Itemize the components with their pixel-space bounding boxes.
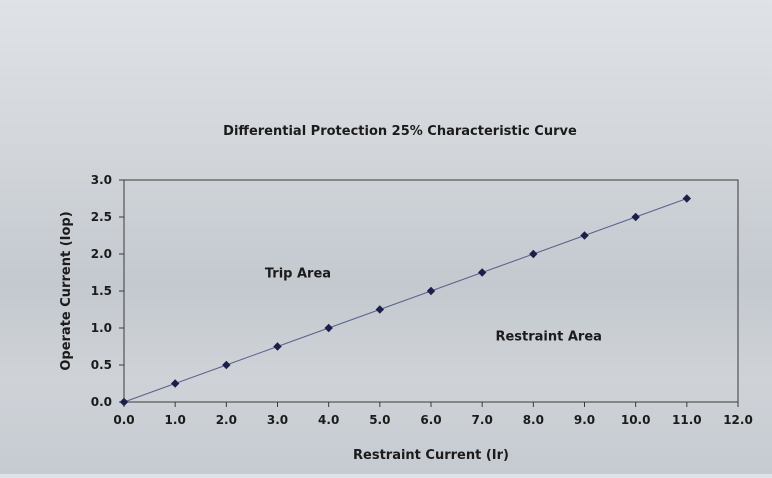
y-tick-label: 3.0 (91, 173, 112, 187)
x-tick-label: 0.0 (113, 413, 134, 427)
x-tick-label: 5.0 (369, 413, 390, 427)
y-tick-label: 0.5 (91, 358, 112, 372)
data-point (580, 231, 589, 240)
x-tick-label: 8.0 (523, 413, 544, 427)
data-point (273, 342, 282, 351)
y-tick-label: 1.0 (91, 321, 112, 335)
x-tick-label: 10.0 (621, 413, 651, 427)
data-point (631, 212, 640, 222)
x-tick-label: 1.0 (165, 413, 186, 427)
x-tick-label: 9.0 (574, 413, 595, 427)
y-axis: 0.0 0.5 1.0 1.5 2.0 2.5 3.0 (91, 173, 124, 409)
y-tick-label: 2.5 (91, 210, 112, 224)
data-point (119, 397, 129, 407)
y-tick-label: 0.0 (91, 395, 112, 409)
x-tick-label: 4.0 (318, 413, 339, 427)
x-tick-label: 7.0 (472, 413, 493, 427)
data-point (324, 323, 333, 333)
annotation-layer: Trip Area Restraint Area (265, 267, 602, 345)
data-point (477, 268, 487, 277)
x-tick-label: 6.0 (420, 413, 441, 427)
annotation-label: Trip Area (265, 267, 331, 282)
data-point (529, 249, 538, 259)
y-tick-label: 1.5 (91, 284, 112, 298)
x-tick-label: 3.0 (267, 413, 288, 427)
data-point (426, 286, 436, 296)
x-axis: 0.0 1.0 2.0 3.0 4.0 5.0 6.0 7.0 8.0 9.0 10.0 11.0 12… (113, 402, 753, 427)
data-point (222, 360, 231, 370)
data-point (682, 194, 692, 203)
data-point (170, 379, 180, 388)
y-axis-label: Operate Current (Iop) (59, 211, 74, 370)
data-point (375, 305, 385, 314)
series-layer (119, 194, 692, 407)
x-tick-label: 2.0 (216, 413, 237, 427)
y-tick-label: 2.0 (91, 247, 112, 261)
series-line (123, 198, 688, 403)
annotation-label: Restraint Area (495, 329, 601, 344)
x-tick-label: 11.0 (672, 413, 702, 427)
x-axis-label: Restraint Current (Ir) (353, 448, 509, 463)
chart-title: Differential Protection 25% Characterist… (223, 124, 577, 139)
x-tick-label: 12.0 (723, 413, 753, 427)
